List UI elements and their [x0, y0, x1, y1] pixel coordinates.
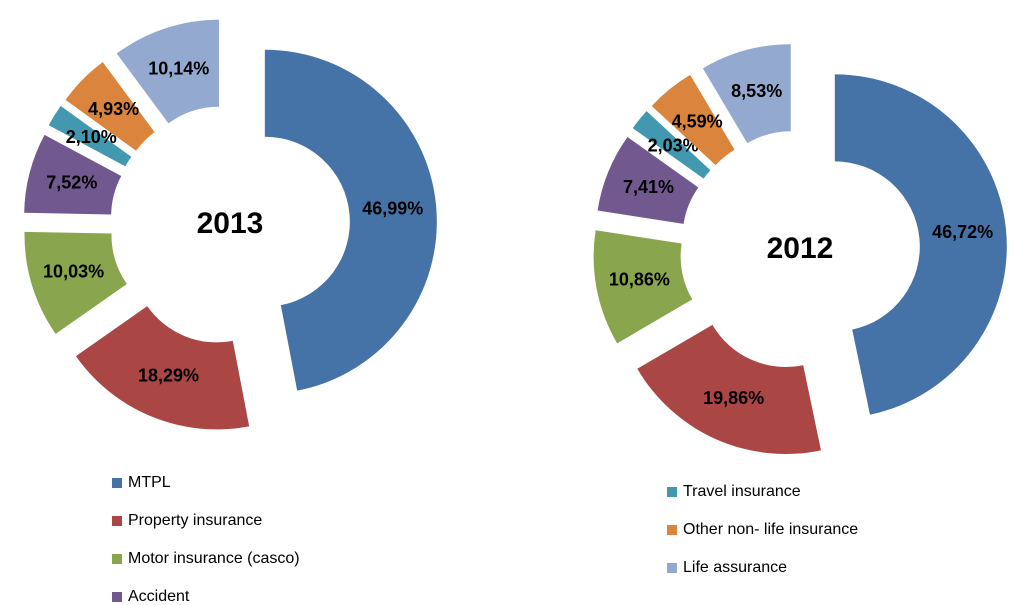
- legend-swatch: [112, 478, 122, 488]
- legend-swatch: [667, 525, 677, 535]
- donut-slice: [24, 231, 127, 334]
- donut-slice: [48, 105, 132, 167]
- data-label: 2,03%: [648, 136, 699, 156]
- data-label: 10,03%: [43, 261, 104, 281]
- data-label: 7,41%: [623, 177, 674, 197]
- data-label: 46,72%: [932, 222, 993, 242]
- legend-label: Other non- life insurance: [683, 521, 858, 538]
- legend-label: Travel insurance: [683, 483, 801, 500]
- data-label: 4,93%: [88, 99, 139, 119]
- data-label: 10,14%: [148, 58, 209, 78]
- legend-label: MTPL: [128, 474, 171, 491]
- data-label: 10,86%: [609, 269, 670, 289]
- donut-slice: [264, 49, 437, 391]
- donut-slice: [593, 230, 693, 344]
- donut-slice: [632, 111, 711, 179]
- data-label: 4,59%: [672, 112, 723, 132]
- legend-label: Accident: [128, 588, 190, 605]
- legend-swatch: [112, 554, 122, 564]
- legend-swatch: [667, 487, 677, 497]
- donut-slice: [24, 134, 122, 215]
- data-label: 7,52%: [46, 172, 97, 192]
- donut-slice: [702, 44, 791, 144]
- chart-title: 2012: [767, 232, 834, 265]
- donut-slice: [116, 19, 220, 124]
- chart-title: 2013: [197, 207, 264, 240]
- donut-slice: [637, 324, 821, 454]
- data-label: 46,99%: [362, 198, 423, 218]
- donut-slice: [75, 306, 250, 430]
- legend-swatch: [667, 563, 677, 573]
- donut-slice: [651, 74, 735, 166]
- data-label: 18,29%: [138, 365, 199, 385]
- legend-swatch: [112, 516, 122, 526]
- donut-slice: [65, 62, 155, 151]
- donut-slice: [597, 137, 699, 224]
- data-label: 2,10%: [66, 127, 117, 147]
- legend-label: Motor insurance (casco): [128, 550, 300, 567]
- legend-label: Property insurance: [128, 512, 262, 529]
- data-label: 19,86%: [703, 388, 764, 408]
- donut-slice: [834, 74, 1007, 415]
- data-label: 8,53%: [731, 81, 782, 101]
- legend-label: Life assurance: [683, 559, 787, 576]
- legend-swatch: [112, 592, 122, 602]
